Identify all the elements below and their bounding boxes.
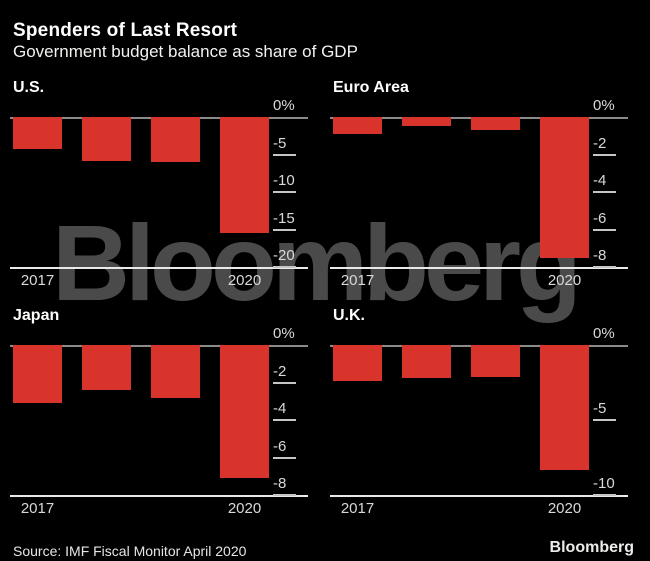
y-tick-label: -20 xyxy=(273,247,295,264)
x-tick-label: 2020 xyxy=(227,500,262,517)
x-axis-line xyxy=(330,495,628,497)
bar-2018 xyxy=(402,117,451,126)
y-tick-label: -5 xyxy=(593,400,607,417)
y-tick-label: 0% xyxy=(273,325,295,342)
y-tick-label: 0% xyxy=(273,97,295,114)
x-tick-label: 2017 xyxy=(20,500,55,517)
panel-title-japan: Japan xyxy=(13,307,60,324)
x-axis-line xyxy=(330,267,628,269)
bar-2019 xyxy=(471,117,520,130)
y-tick-label: -5 xyxy=(273,134,287,152)
y-tick-label: 0% xyxy=(593,97,615,114)
panel-title-us: U.S. xyxy=(13,79,45,96)
y-tick-label: -8 xyxy=(273,475,287,492)
bar-2017 xyxy=(13,117,62,149)
x-axis-line xyxy=(10,495,308,497)
y-tick-label: -10 xyxy=(273,172,295,189)
y-tick-mark xyxy=(273,419,296,421)
x-tick-label: 2017 xyxy=(20,272,55,289)
y-tick-mark xyxy=(593,266,616,268)
x-tick-label: 2017 xyxy=(340,272,375,289)
y-tick-label: -6 xyxy=(273,437,287,455)
bar-2020 xyxy=(540,345,589,470)
bar-2017 xyxy=(333,117,382,134)
y-tick-mark xyxy=(273,228,296,231)
y-tick-mark xyxy=(593,191,616,193)
bar-2018 xyxy=(82,117,131,161)
y-tick-label: -15 xyxy=(273,209,295,227)
y-tick-mark xyxy=(273,494,296,496)
y-tick-label: -4 xyxy=(273,400,287,417)
bar-2020 xyxy=(540,117,589,258)
x-tick-label: 2020 xyxy=(547,500,582,517)
page-title: Spenders of Last Resort xyxy=(13,20,238,41)
bar-2020 xyxy=(220,117,269,233)
bar-2020 xyxy=(220,345,269,478)
bar-2019 xyxy=(471,345,520,377)
bar-2019 xyxy=(151,345,200,398)
y-tick-label: -4 xyxy=(593,172,607,189)
x-tick-label: 2020 xyxy=(547,272,582,289)
x-tick-label: 2017 xyxy=(340,500,375,517)
y-tick-label: -2 xyxy=(273,362,287,380)
x-axis-line xyxy=(10,267,308,269)
y-tick-mark xyxy=(273,153,296,156)
y-tick-label: -6 xyxy=(593,209,607,227)
panel-title-uk: U.K. xyxy=(333,307,365,324)
chart-panel-euroarea: Euro Area 0% -2 -4 -6 -8 2017 2020 xyxy=(330,79,628,297)
y-tick-mark xyxy=(273,191,296,193)
x-tick-label: 2020 xyxy=(227,272,262,289)
page-subtitle: Government budget balance as share of GD… xyxy=(13,42,358,61)
y-tick-mark xyxy=(273,456,296,459)
y-tick-label: 0% xyxy=(593,325,615,342)
chart-panel-japan: Japan 0% -2 -4 -6 -8 2017 2020 xyxy=(10,307,308,525)
y-tick-mark xyxy=(593,494,616,496)
bar-2019 xyxy=(151,117,200,162)
source-note: Source: IMF Fiscal Monitor April 2020 xyxy=(13,543,247,559)
y-tick-mark xyxy=(593,419,616,421)
y-tick-label: -8 xyxy=(593,247,607,264)
bar-2018 xyxy=(82,345,131,390)
bloomberg-logo: Bloomberg xyxy=(549,539,634,556)
chart-panel-uk: U.K. 0% -5 -10 2017 2020 xyxy=(330,307,628,525)
bar-2017 xyxy=(13,345,62,403)
y-tick-label: -10 xyxy=(593,475,615,492)
y-tick-mark xyxy=(593,228,616,231)
y-tick-mark xyxy=(273,381,296,384)
bar-2018 xyxy=(402,345,451,378)
chart-panel-us: U.S. 0% -5 -10 -15 -20 2017 2020 xyxy=(10,79,308,297)
bloomberg-watermark: Bloomberg xyxy=(52,202,582,323)
bar-2017 xyxy=(333,345,382,381)
y-tick-mark xyxy=(273,266,296,268)
y-tick-mark xyxy=(593,153,616,156)
y-tick-label: -2 xyxy=(593,134,607,152)
panel-title-euroarea: Euro Area xyxy=(333,79,409,96)
